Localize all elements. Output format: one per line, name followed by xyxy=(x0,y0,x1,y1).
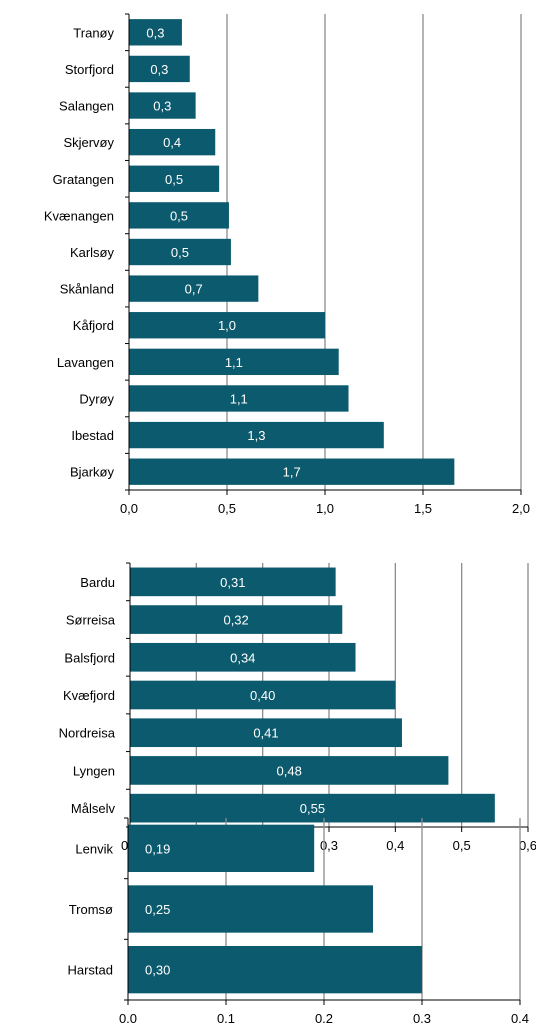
category-label: Kvænangen xyxy=(44,208,114,223)
category-label: Sørreisa xyxy=(66,613,116,628)
bar xyxy=(128,885,373,933)
bar xyxy=(128,824,315,872)
bar xyxy=(130,680,396,710)
bar xyxy=(129,458,455,485)
data-label: 0,5 xyxy=(165,172,183,187)
data-label: 0,41 xyxy=(253,726,278,741)
x-tick-label: 0,5 xyxy=(453,838,471,853)
category-label: Gratangen xyxy=(53,172,114,187)
data-label: 0,34 xyxy=(230,650,255,665)
x-tick-label: 0.0 xyxy=(119,1011,137,1026)
data-label: 0,7 xyxy=(185,282,203,297)
category-label: Balsfjord xyxy=(64,650,115,665)
data-label: 0,55 xyxy=(300,801,325,816)
category-label: Dyrøy xyxy=(79,391,114,406)
bar xyxy=(130,756,449,785)
x-tick-label: 0,4 xyxy=(386,838,404,853)
x-tick-label: 0.4 xyxy=(511,1011,529,1026)
category-label: Kvæfjord xyxy=(63,688,115,703)
bar xyxy=(130,642,356,672)
data-label: 0,4 xyxy=(163,135,181,150)
data-label: 1,1 xyxy=(230,391,248,406)
category-label: Karlsøy xyxy=(70,245,115,260)
category-label: Lyngen xyxy=(73,763,115,778)
data-label: 1,3 xyxy=(247,428,265,443)
bar xyxy=(129,165,220,192)
data-label: 0,3 xyxy=(153,99,171,114)
data-label: 1,1 xyxy=(225,355,243,370)
x-tick-label: 0.3 xyxy=(413,1011,431,1026)
data-label: 1,0 xyxy=(218,318,236,333)
bar xyxy=(129,92,196,119)
category-label: Ibestad xyxy=(71,428,114,443)
x-tick-label: 0.2 xyxy=(315,1011,333,1026)
data-label: 0,31 xyxy=(220,575,245,590)
data-label: 0,5 xyxy=(171,245,189,260)
bar xyxy=(129,421,384,449)
bar xyxy=(130,605,343,634)
x-tick-label: 2,0 xyxy=(512,501,530,516)
bar xyxy=(130,567,336,597)
category-label: Storfjord xyxy=(65,62,114,77)
x-tick-label: 1,0 xyxy=(316,501,334,516)
bar xyxy=(129,348,339,376)
category-label: Bjarkøy xyxy=(70,465,115,480)
chart-small-municipalities: Tranøy 0,3 Storfjord 0,3 Salangen 0,3 Skjervøy… xyxy=(44,13,530,516)
data-label: 0,25 xyxy=(145,902,170,917)
bar xyxy=(130,793,495,823)
bar xyxy=(128,946,422,994)
bar xyxy=(129,55,190,83)
category-label: Bardu xyxy=(80,575,115,590)
bar xyxy=(129,312,325,339)
bar xyxy=(130,718,402,748)
data-label: 0,19 xyxy=(145,841,170,856)
bar xyxy=(129,275,259,302)
chart-medium-municipalities: Bardu 0,31 Sørreisa 0,32 Balsfjord 0,34 Kvæfjo… xyxy=(59,562,536,853)
category-label: Lavangen xyxy=(57,355,114,370)
chart-large-municipalities: Lenvik 0,19 Tromsø 0,25 Harstad 0,30 0.0 0.1 0.2… xyxy=(67,817,529,1026)
category-label: Skjervøy xyxy=(63,135,114,150)
data-label: 1,7 xyxy=(283,465,301,480)
data-label: 0,30 xyxy=(145,963,170,978)
category-label: Tromsø xyxy=(69,902,113,917)
x-tick-label: 0.1 xyxy=(217,1011,235,1026)
x-tick-label: 0,6 xyxy=(519,838,536,853)
category-label: Nordreisa xyxy=(59,726,116,741)
category-label: Salangen xyxy=(59,99,114,114)
category-label: Kåfjord xyxy=(73,318,114,333)
data-label: 0,40 xyxy=(250,688,275,703)
bar xyxy=(129,202,229,229)
x-tick-label: 1,5 xyxy=(414,501,432,516)
bar xyxy=(129,19,182,46)
category-label: Harstad xyxy=(67,963,113,978)
x-tick-label: 0,5 xyxy=(218,501,236,516)
bar xyxy=(129,238,231,266)
category-label: Skånland xyxy=(60,282,114,297)
data-label: 0,5 xyxy=(170,208,188,223)
data-label: 0,3 xyxy=(150,62,168,77)
category-label: Målselv xyxy=(71,801,116,816)
category-label: Tranøy xyxy=(73,25,114,40)
data-label: 0,48 xyxy=(277,763,302,778)
bar xyxy=(129,385,349,412)
category-label: Lenvik xyxy=(75,841,113,856)
bar xyxy=(129,128,216,156)
x-tick-label: 0,0 xyxy=(120,501,138,516)
data-label: 0,32 xyxy=(223,613,248,628)
data-label: 0,3 xyxy=(146,25,164,40)
x-tick-label: 0,3 xyxy=(320,838,338,853)
